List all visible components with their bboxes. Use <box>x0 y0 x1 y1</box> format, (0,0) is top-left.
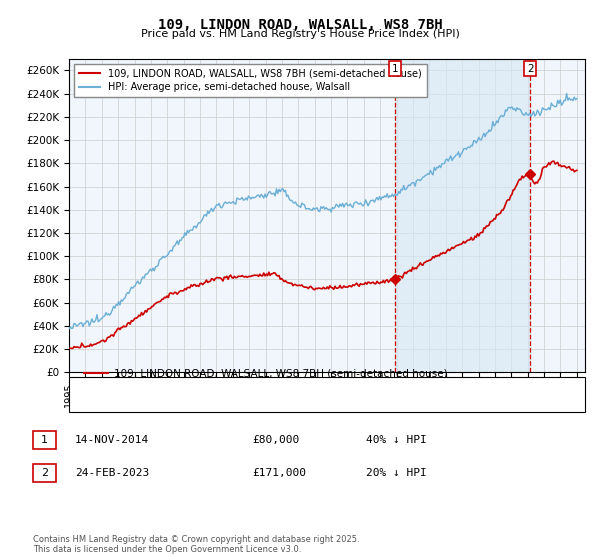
Text: 14-NOV-2014: 14-NOV-2014 <box>75 435 149 445</box>
Text: 2: 2 <box>527 63 533 73</box>
Text: 1: 1 <box>391 63 398 73</box>
Text: HPI: Average price, semi-detached house, Walsall: HPI: Average price, semi-detached house,… <box>114 386 373 396</box>
Text: 20% ↓ HPI: 20% ↓ HPI <box>366 468 427 478</box>
Text: 2: 2 <box>41 468 48 478</box>
Text: Contains HM Land Registry data © Crown copyright and database right 2025.
This d: Contains HM Land Registry data © Crown c… <box>33 535 359 554</box>
Text: 1: 1 <box>41 435 48 445</box>
Text: 24-FEB-2023: 24-FEB-2023 <box>75 468 149 478</box>
Text: 109, LINDON ROAD, WALSALL, WS8 7BH (semi-detached house): 109, LINDON ROAD, WALSALL, WS8 7BH (semi… <box>114 368 448 379</box>
Legend: 109, LINDON ROAD, WALSALL, WS8 7BH (semi-detached house), HPI: Average price, se: 109, LINDON ROAD, WALSALL, WS8 7BH (semi… <box>74 64 427 97</box>
Text: 40% ↓ HPI: 40% ↓ HPI <box>366 435 427 445</box>
Text: Price paid vs. HM Land Registry's House Price Index (HPI): Price paid vs. HM Land Registry's House … <box>140 29 460 39</box>
Text: 109, LINDON ROAD, WALSALL, WS8 7BH: 109, LINDON ROAD, WALSALL, WS8 7BH <box>158 18 442 32</box>
Bar <box>395 59 530 372</box>
Text: £171,000: £171,000 <box>252 468 306 478</box>
Text: £80,000: £80,000 <box>252 435 299 445</box>
